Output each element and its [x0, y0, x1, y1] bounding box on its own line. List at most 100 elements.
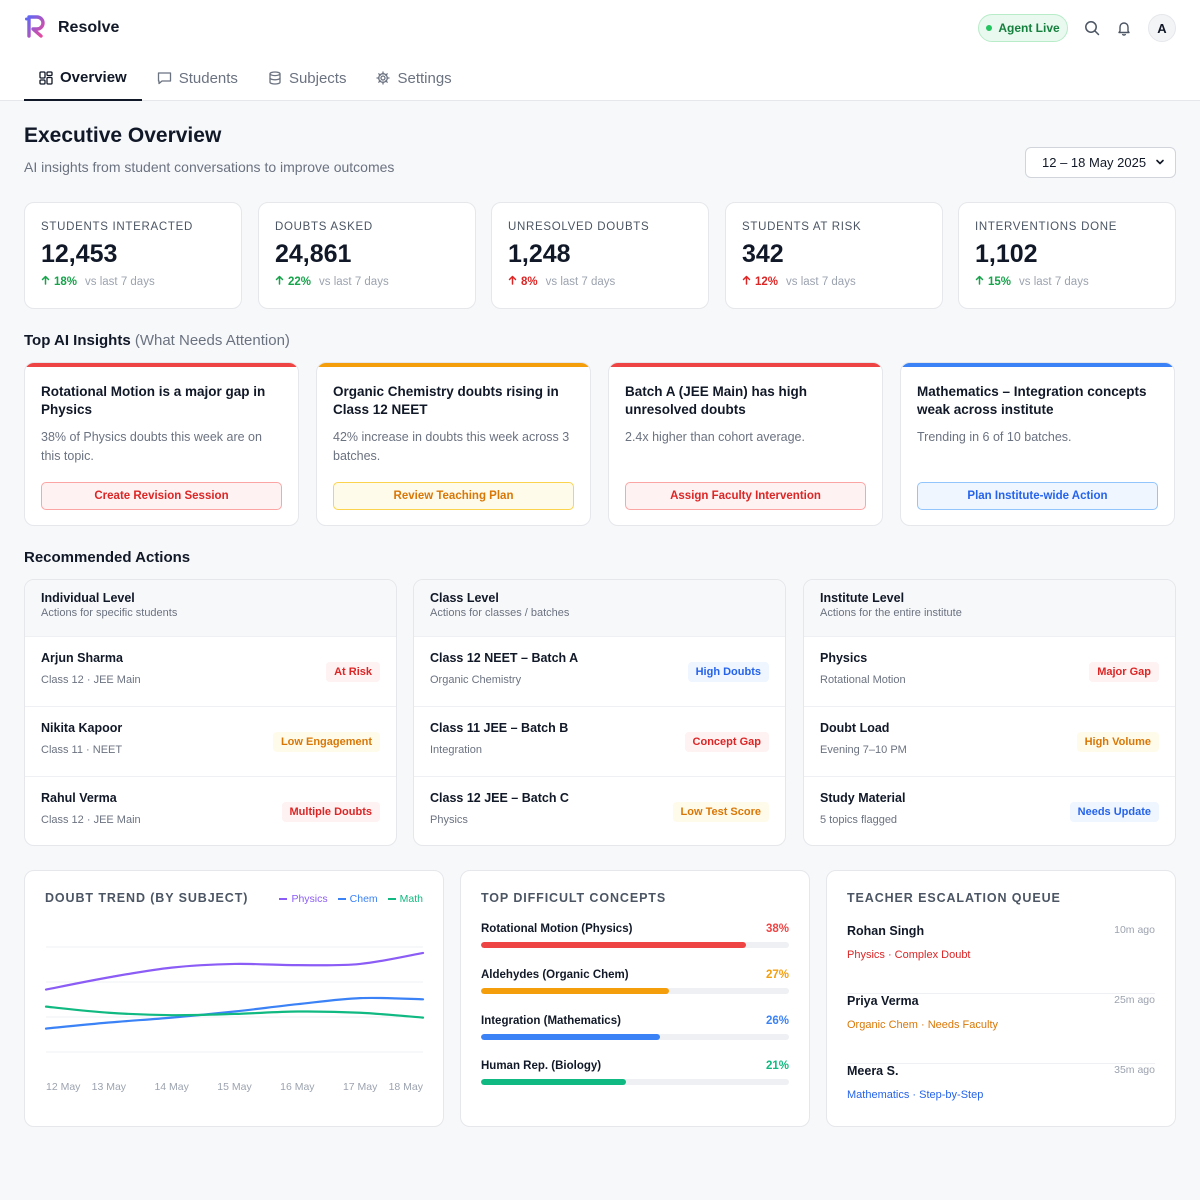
- action-row-subtitle: Organic Chemistry: [430, 674, 522, 686]
- chevron-down-icon: [1155, 155, 1165, 170]
- arrow-up-icon: [41, 275, 50, 288]
- kpi-card-doubts-asked: DOUBTS ASKED 24,861 22% vs last 7 days: [258, 202, 476, 309]
- concept-progress-track: [481, 942, 789, 948]
- escalation-item[interactable]: Priya Verma 25m ago Organic Chem · Needs…: [847, 994, 1155, 1064]
- action-row-title: Arjun Sharma: [41, 651, 123, 665]
- action-group-class: Class Level Actions for classes / batche…: [413, 579, 786, 846]
- escalation-item[interactable]: Rohan Singh 10m ago Physics · Complex Do…: [847, 924, 1155, 994]
- database-icon: [268, 71, 282, 85]
- plan-institute-wide-action-button[interactable]: Plan Institute-wide Action: [917, 482, 1158, 510]
- kpi-label: INTERVENTIONS DONE: [975, 221, 1118, 233]
- concept-progress-track: [481, 1034, 789, 1040]
- list-item[interactable]: Doubt Load Evening 7–10 PM High Volume: [804, 707, 1175, 777]
- concept-progress-fill: [481, 1034, 660, 1040]
- kpi-delta-period: vs last 7 days: [1019, 275, 1089, 288]
- list-item[interactable]: Class 12 NEET – Batch A Organic Chemistr…: [414, 637, 785, 707]
- insight-title: Mathematics – Integration concepts weak …: [917, 384, 1147, 417]
- insight-body: 42% increase in doubts this week across …: [333, 430, 570, 463]
- escalation-queue-panel: TEACHER ESCALATION QUEUE Rohan Singh 10m…: [826, 870, 1176, 1127]
- concept-percent: 21%: [765, 1060, 789, 1072]
- kpi-delta-value: 12%: [755, 275, 779, 288]
- insight-accent-bar: [317, 363, 590, 367]
- action-row-title: Nikita Kapoor: [41, 721, 123, 735]
- action-row-title: Physics: [820, 651, 868, 665]
- bell-icon[interactable]: [1113, 17, 1135, 39]
- tab-label: Subjects: [288, 69, 347, 87]
- assign-faculty-intervention-button[interactable]: Assign Faculty Intervention: [625, 482, 866, 510]
- tab-label: Students: [178, 69, 238, 87]
- tab-settings[interactable]: Settings: [361, 56, 466, 100]
- page-title: Executive Overview: [24, 124, 222, 147]
- x-tick-label: 12 May: [46, 1081, 81, 1093]
- tab-label: Overview: [60, 69, 127, 86]
- kpi-delta-value: 8%: [521, 275, 538, 288]
- kpi-delta-value: 22%: [288, 275, 312, 288]
- list-item[interactable]: Nikita Kapoor Class 11 · NEET Low Engage…: [25, 707, 396, 777]
- concept-progress-track: [481, 1079, 789, 1085]
- list-item[interactable]: Study Material 5 topics flagged Needs Up…: [804, 777, 1175, 845]
- status-badge: Low Test Score: [672, 802, 769, 822]
- insight-title: Batch A (JEE Main) has high unresolved d…: [625, 384, 808, 417]
- kpi-card-students-at-risk: STUDENTS AT RISK 342 12% vs last 7 days: [725, 202, 943, 309]
- kpi-value: 24,861: [275, 240, 352, 268]
- concept-percent: 38%: [765, 923, 789, 935]
- action-group-title: Individual Level: [41, 591, 135, 605]
- action-group-institute: Institute Level Actions for the entire i…: [803, 579, 1176, 846]
- escalation-time: 25m ago: [1114, 994, 1155, 1006]
- insight-card: Mathematics – Integration concepts weak …: [900, 362, 1175, 526]
- review-teaching-plan-button[interactable]: Review Teaching Plan: [333, 482, 574, 510]
- kpi-delta: 12% vs last 7 days: [742, 275, 926, 288]
- status-badge: At Risk: [326, 662, 380, 682]
- main-tabs: Overview Students Subjects Settings: [24, 56, 467, 101]
- concept-percent: 26%: [765, 1015, 789, 1027]
- list-item[interactable]: Rahul Verma Class 12 · JEE Main Multiple…: [25, 777, 396, 845]
- escalation-tags: Mathematics · Step-by-Step: [847, 1089, 984, 1101]
- legend-item-chem: Chem: [337, 893, 378, 905]
- concept-row: Aldehydes (Organic Chem) 27%: [481, 969, 789, 994]
- insight-body: 2.4x higher than cohort average.: [625, 430, 805, 444]
- legend-swatch: [387, 898, 396, 900]
- list-item[interactable]: Class 11 JEE – Batch B Integration Conce…: [414, 707, 785, 777]
- status-badge: Multiple Doubts: [281, 802, 380, 822]
- difficult-concepts-panel: TOP DIFFICULT CONCEPTS Rotational Motion…: [460, 870, 810, 1127]
- list-item[interactable]: Arjun Sharma Class 12 · JEE Main At Risk: [25, 637, 396, 707]
- kpi-card-interventions-done: INTERVENTIONS DONE 1,102 15% vs last 7 d…: [958, 202, 1176, 309]
- arrow-up-icon: [275, 275, 284, 288]
- action-group-subtitle: Actions for specific students: [41, 607, 178, 619]
- legend-swatch: [337, 898, 346, 900]
- concept-label: Human Rep. (Biology): [481, 1060, 602, 1072]
- date-range-select[interactable]: 12 – 18 May 2025: [1025, 147, 1176, 178]
- escalation-item[interactable]: Meera S. 35m ago Mathematics · Step-by-S…: [847, 1064, 1155, 1134]
- kpi-label: STUDENTS AT RISK: [742, 221, 862, 233]
- list-item[interactable]: Physics Rotational Motion Major Gap: [804, 637, 1175, 707]
- insights-subtitle: (What Needs Attention): [134, 332, 290, 349]
- tab-students[interactable]: Students: [142, 56, 253, 100]
- tab-subjects[interactable]: Subjects: [253, 56, 362, 100]
- create-revision-session-button[interactable]: Create Revision Session: [41, 482, 282, 510]
- action-group-header: Class Level Actions for classes / batche…: [414, 580, 785, 637]
- action-row-title: Class 12 JEE – Batch C: [430, 791, 569, 805]
- kpi-delta-period: vs last 7 days: [786, 275, 856, 288]
- concept-label: Rotational Motion (Physics): [481, 923, 633, 935]
- kpi-value: 342: [742, 240, 784, 268]
- insights-heading: Top AI Insights (What Needs Attention): [24, 332, 290, 349]
- doubt-trend-panel: DOUBT TREND (BY SUBJECT) Physics Chem Ma…: [24, 870, 444, 1127]
- legend-item-physics: Physics: [279, 893, 328, 905]
- action-row-subtitle: Physics: [430, 814, 468, 826]
- brand[interactable]: Resolve: [24, 14, 119, 40]
- tab-label: Settings: [397, 69, 452, 87]
- list-item[interactable]: Class 12 JEE – Batch C Physics Low Test …: [414, 777, 785, 845]
- tab-overview[interactable]: Overview: [24, 56, 142, 101]
- kpi-label: DOUBTS ASKED: [275, 221, 373, 233]
- escalation-time: 35m ago: [1114, 1064, 1155, 1076]
- series-line-chem: [44, 996, 425, 1030]
- avatar[interactable]: A: [1148, 14, 1176, 42]
- gear-icon: [376, 71, 391, 85]
- kpi-delta-period: vs last 7 days: [545, 275, 616, 288]
- agent-status-label: Agent Live: [998, 21, 1060, 35]
- kpi-delta: 8% vs last 7 days: [508, 275, 692, 288]
- action-row-title: Study Material: [820, 791, 906, 805]
- search-icon[interactable]: [1081, 17, 1103, 39]
- page-subtitle: AI insights from student conversations t…: [24, 159, 395, 175]
- concept-progress-fill: [481, 942, 746, 948]
